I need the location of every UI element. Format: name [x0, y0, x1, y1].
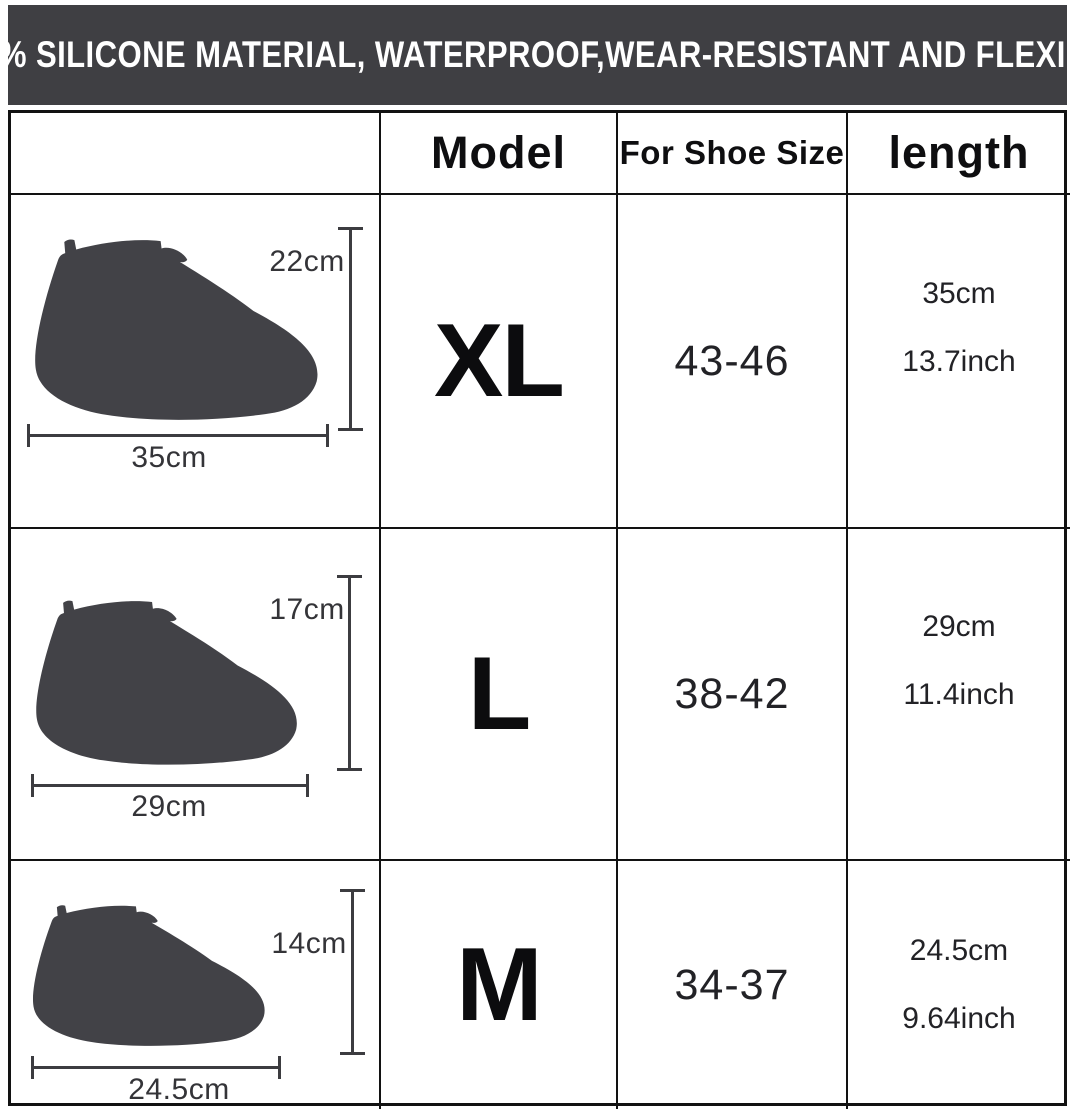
header-cell-shoe-size: For Shoe Size [618, 113, 848, 195]
height-dimension-line [340, 889, 365, 1055]
banner: 100% SILICONE MATERIAL, WATERPROOF,WEAR-… [0, 5, 1076, 105]
length-inch: 9.64inch [902, 1002, 1016, 1035]
shoe-cover-silhouette-icon [36, 600, 297, 765]
header-cell-model: Model [381, 113, 618, 195]
shoe-size-cell-l: 38-42 [618, 529, 848, 861]
model-cell-xl: XL [381, 195, 618, 529]
width-dimension-label: 29cm [131, 790, 207, 823]
length-cell-m: 24.5cm 9.64inch [848, 861, 1070, 1109]
width-dimension-line [31, 774, 309, 797]
shoe-cover-silhouette-icon [35, 239, 318, 420]
shoe-figure-cell-m: 14cm 24.5cm [11, 861, 381, 1109]
width-dimension-line [27, 424, 329, 447]
header-cell-length: length [848, 113, 1070, 195]
header-cell-image [11, 113, 381, 195]
height-dimension-label: 17cm [269, 593, 345, 626]
length-cell-xl: 35cm 13.7inch [848, 195, 1070, 529]
width-dimension-label: 24.5cm [128, 1073, 230, 1106]
model-cell-m: M [381, 861, 618, 1109]
height-dimension-label: 14cm [271, 927, 347, 960]
shoe-size-cell-xl: 43-46 [618, 195, 848, 529]
shoe-figure-cell-l: 17cm 29cm [11, 529, 381, 861]
width-dimension-label: 35cm [131, 441, 207, 474]
shoe-cover-silhouette-icon [32, 905, 265, 1046]
height-dimension-line [337, 575, 362, 771]
model-cell-l: L [381, 529, 618, 861]
length-cell-l: 29cm 11.4inch [848, 529, 1070, 861]
length-inch: 11.4inch [903, 678, 1015, 711]
width-dimension-line [31, 1056, 281, 1079]
height-dimension-line [338, 227, 363, 431]
length-cm: 29cm [922, 610, 996, 643]
height-dimension-label: 22cm [269, 245, 345, 278]
banner-text: 100% SILICONE MATERIAL, WATERPROOF,WEAR-… [0, 34, 1076, 75]
shoe-figure-cell-xl: 22cm 35cm [11, 195, 381, 529]
length-cm: 24.5cm [909, 934, 1009, 967]
size-table: Model For Shoe Size length 22cm 35cm XL … [8, 110, 1070, 1109]
length-cm: 35cm [922, 277, 996, 310]
shoe-size-cell-m: 34-37 [618, 861, 848, 1109]
length-inch: 13.7inch [902, 345, 1016, 378]
